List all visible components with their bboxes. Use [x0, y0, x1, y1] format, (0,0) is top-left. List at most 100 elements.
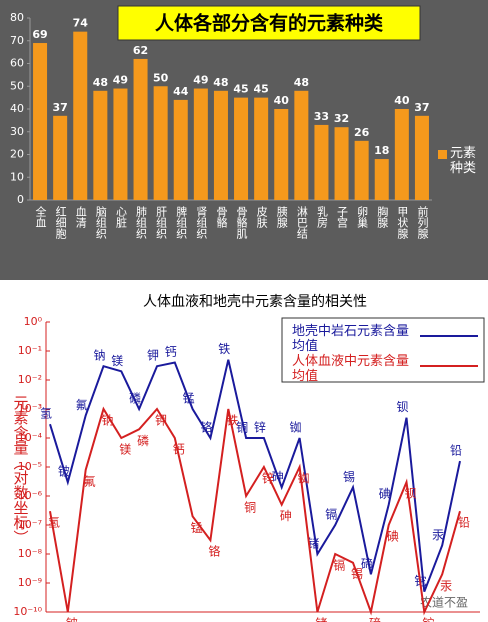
value-label: 40: [274, 94, 290, 107]
bar: [33, 43, 48, 201]
point-label: 磷: [129, 391, 141, 406]
value-label: 50: [153, 71, 169, 84]
y-tick-label: 10⁻²: [18, 373, 42, 386]
x-tick-label: 肾组织: [195, 206, 208, 239]
point-label: 铜: [244, 500, 256, 515]
y-tick-label: 0: [17, 193, 24, 206]
legend-box: [281, 317, 485, 383]
y-tick-label: 30: [10, 125, 24, 138]
y-tick-label: 10⁻⁹: [18, 576, 42, 589]
bar: [294, 90, 309, 200]
point-label: 碘: [387, 530, 399, 544]
x-tick-label: 脾组织: [175, 205, 188, 239]
x-tick-label: 淋巴结: [295, 206, 308, 240]
value-label: 44: [173, 85, 189, 98]
y-tick-label: 10⁻¹⁰: [13, 605, 42, 618]
point-label: 铊: [422, 616, 434, 622]
x-tick-label: 胸腺: [376, 205, 389, 229]
point-label: 钙: [165, 345, 177, 359]
point-label: 氢: [40, 406, 52, 421]
point-label: 锡: [351, 566, 363, 581]
bar: [53, 115, 68, 200]
title-box: [117, 5, 421, 41]
bar: [274, 109, 289, 200]
point-label: 镉: [333, 559, 345, 573]
x-tick-label: 胰腺: [275, 205, 288, 229]
bar: [133, 58, 148, 201]
bar: [193, 88, 208, 200]
bar: [314, 124, 329, 200]
x-tick-label: 肝组织: [155, 206, 168, 239]
x-tick-label: 卵巢: [356, 206, 369, 229]
value-label: 33: [314, 110, 329, 123]
y-tick-label: 60: [10, 57, 24, 70]
y-tick-label: 10⁰: [24, 315, 43, 328]
y-tick-label: 10⁻³: [18, 402, 42, 415]
x-tick-label: 肺组织: [135, 206, 148, 239]
x-tick-label: 皮肤: [255, 206, 268, 229]
bar: [254, 97, 269, 200]
x-tick-label: 骨骼: [215, 206, 228, 229]
point-label: 锰: [183, 391, 195, 406]
y-tick-label: 50: [10, 79, 24, 92]
y-tick-label: 10⁻⁷: [18, 518, 42, 531]
value-label: 45: [233, 83, 248, 96]
point-label: 锰: [191, 520, 203, 535]
point-label: 钠: [101, 413, 113, 428]
value-label: 45: [253, 83, 268, 96]
bar: [153, 86, 168, 200]
value-label: 62: [133, 44, 148, 57]
y-tick-label: 70: [10, 34, 24, 47]
point-label: 铍: [58, 465, 70, 479]
bar: [414, 115, 429, 200]
point-label: 铅: [458, 516, 470, 530]
point-label: 磷: [137, 433, 149, 448]
value-label: 49: [193, 74, 208, 87]
point-label: 钡: [397, 400, 409, 414]
point-label: 氢: [48, 515, 60, 530]
value-label: 37: [414, 101, 429, 114]
value-label: 18: [374, 144, 389, 157]
y-tick-label: 10: [10, 170, 24, 183]
point-label: 钙: [173, 443, 185, 457]
point-label: 镉: [325, 508, 337, 522]
point-label: 汞: [432, 528, 444, 542]
bar: [394, 109, 409, 200]
value-label: 37: [52, 101, 67, 114]
value-label: 69: [32, 28, 47, 41]
chart-title: 人体各部分含有的元素种类: [155, 12, 383, 35]
y-tick-label: 40: [10, 102, 24, 115]
y-tick-label: 10⁻¹: [18, 344, 42, 357]
bar: [374, 159, 389, 200]
bar: [173, 99, 188, 200]
y-tick-label: 10⁻⁶: [18, 489, 43, 502]
x-tick-label: 骨骼肌: [235, 206, 248, 240]
point-label: 铅: [450, 444, 462, 458]
x-tick-label: 全血: [34, 205, 47, 228]
point-label: 氟: [84, 474, 96, 488]
bar: [213, 90, 228, 200]
series-line: [49, 406, 461, 616]
value-label: 40: [394, 94, 410, 107]
point-label: 铷: [298, 471, 310, 486]
point-label: 铬: [200, 420, 212, 435]
value-label: 48: [213, 76, 228, 89]
point-label: 汞: [440, 579, 452, 593]
legend-swatch: [438, 150, 447, 159]
x-tick-label: 血清: [74, 205, 87, 229]
point-label: 碲: [369, 616, 381, 622]
y-tick-label: 80: [10, 11, 24, 24]
legend-label: 地壳中岩石元素含量均值: [292, 324, 410, 354]
legend-label: 元素种类: [450, 146, 477, 176]
point-label: 铷: [290, 420, 302, 435]
value-label: 49: [113, 74, 128, 87]
x-tick-label: 心脏: [114, 206, 127, 229]
point-label: 镁: [111, 354, 123, 368]
value-label: 48: [93, 76, 108, 89]
value-label: 48: [294, 76, 309, 89]
point-label: 锌: [254, 421, 266, 435]
point-label: 锡: [343, 469, 355, 484]
point-label: 碲: [361, 556, 373, 571]
